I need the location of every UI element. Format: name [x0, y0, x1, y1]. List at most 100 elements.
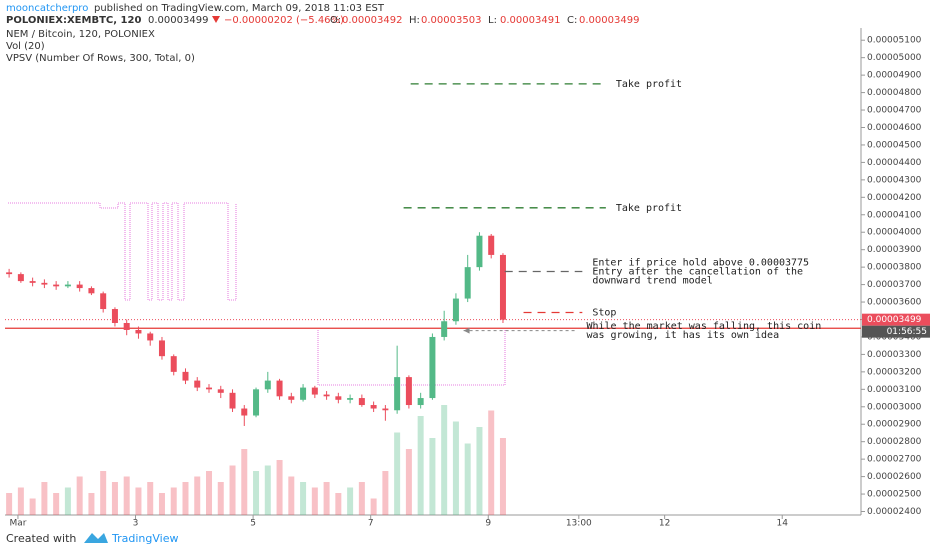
y-tick-label: 0.00004100 — [867, 210, 922, 220]
candle-body — [6, 272, 13, 275]
y-tick-label: 0.00004600 — [867, 123, 922, 133]
x-tick-label: 14 — [776, 519, 788, 529]
volume-bar — [335, 493, 342, 515]
volume-profile — [8, 202, 237, 301]
y-tick-label: 0.00003900 — [867, 245, 922, 255]
candle-body — [264, 380, 271, 390]
candle-body — [158, 340, 165, 357]
volume-bar — [417, 416, 424, 515]
y-tick-label: 0.00005000 — [867, 53, 922, 63]
candle-body — [41, 282, 48, 285]
volume-bar — [6, 493, 13, 515]
volume-bar — [217, 482, 224, 515]
volume-bar — [17, 487, 24, 515]
candle-body — [29, 281, 36, 283]
y-tick-label: 0.00003300 — [867, 350, 922, 360]
candle-body — [288, 396, 295, 400]
candle-body — [405, 377, 412, 406]
x-tick-label: 13:00 — [566, 519, 592, 529]
volume-bar — [441, 405, 448, 515]
volume-bar — [429, 438, 436, 515]
volume-bar — [135, 487, 142, 515]
x-tick-label: 9 — [485, 519, 491, 529]
x-tick-label: Mar — [9, 519, 26, 529]
annotation-text: Enter if price hold above 0.00003775 — [592, 258, 809, 269]
down-arrow — [212, 16, 220, 23]
y-tick-label: 0.00003700 — [867, 280, 922, 290]
candle-body — [88, 288, 95, 294]
candle-body — [335, 396, 342, 400]
volume-bar — [253, 471, 260, 515]
candle-body — [111, 309, 118, 323]
ohlc-label: H: — [409, 15, 420, 26]
x-tick-label: 5 — [250, 519, 256, 529]
volume-bar — [229, 465, 236, 515]
candle-body — [229, 392, 236, 409]
volume-bar — [300, 482, 307, 515]
candle-body — [147, 333, 154, 341]
y-tick-label: 0.00002700 — [867, 455, 922, 465]
volume-bar — [264, 465, 271, 515]
candle-body — [76, 284, 83, 289]
volume-bar — [476, 427, 483, 515]
price-tag — [862, 313, 930, 326]
candle-body — [347, 398, 354, 400]
y-tick-label: 0.00004700 — [867, 106, 922, 116]
candle-body — [488, 235, 495, 255]
candle-body — [300, 387, 307, 400]
header-last: 0.00003499 — [148, 15, 208, 26]
volume-bar — [276, 460, 283, 515]
volume-bar — [499, 438, 506, 515]
y-tick-label: 0.00004000 — [867, 228, 922, 238]
y-tick-label: 0.00004300 — [867, 175, 922, 185]
volume-bar — [88, 493, 95, 515]
y-tick-label: 0.00004200 — [867, 193, 922, 203]
y-tick-label: 0.00003600 — [867, 298, 922, 308]
volume-bar — [311, 487, 318, 515]
ohlc-value: 0.00003499 — [579, 15, 639, 26]
candle-body — [241, 408, 248, 416]
candle-body — [476, 235, 483, 268]
candle-body — [170, 356, 177, 372]
volume-bar — [464, 443, 471, 515]
candle-body — [358, 398, 365, 406]
volume-bar — [123, 476, 130, 515]
ohlc-value: 0.00003492 — [342, 15, 402, 26]
volume-bar — [64, 487, 71, 515]
y-tick-label: 0.00002800 — [867, 437, 922, 447]
y-tick-label: 0.00003800 — [867, 263, 922, 273]
price-tag-label: 0.00003499 — [867, 315, 922, 325]
y-tick-label: 0.00002600 — [867, 472, 922, 482]
volume-bar — [158, 493, 165, 515]
annotation-text: was growing, it has its own idea — [586, 330, 779, 341]
candle-body — [217, 389, 224, 393]
candle-body — [17, 274, 24, 282]
y-tick-label: 0.00002500 — [867, 490, 922, 500]
candle-body — [135, 329, 142, 334]
footer-brand: TradingView — [111, 532, 178, 545]
candle-body — [452, 298, 459, 322]
candle-body — [311, 387, 318, 395]
volume-bar — [370, 498, 377, 515]
volume-bar — [76, 476, 83, 515]
legend-2: VPSV (Number Of Rows, 300, Total, 0) — [6, 53, 195, 64]
volume-bar — [170, 487, 177, 515]
volume-bar — [29, 498, 36, 515]
tv-logo — [84, 533, 108, 543]
y-tick-label: 0.00002900 — [867, 420, 922, 430]
volume-bar — [111, 482, 118, 515]
x-tick-label: 7 — [368, 519, 374, 529]
candle-body — [441, 321, 448, 337]
annotation-text: Take profit — [616, 79, 682, 90]
candle-body — [100, 293, 107, 310]
symbol: POLONIEX:XEMBTC, 120 — [6, 15, 141, 26]
candle-body — [394, 377, 401, 411]
volume-bar — [358, 482, 365, 515]
volume-bar — [394, 432, 401, 515]
volume-bar — [241, 449, 248, 515]
volume-bar — [206, 471, 213, 515]
countdown: 01:56:55 — [887, 327, 927, 337]
legend-1: Vol (20) — [6, 41, 45, 52]
candle-body — [417, 398, 424, 406]
